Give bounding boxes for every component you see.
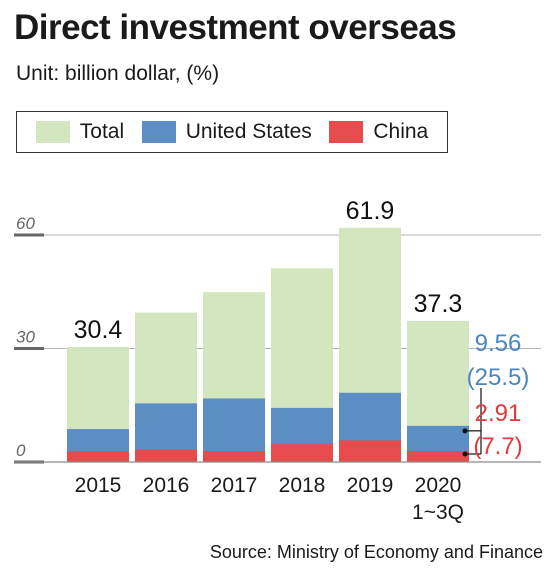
data-label-total: 37.3 (414, 290, 463, 318)
data-label-total: 30.4 (74, 316, 123, 344)
bar-china (407, 450, 469, 462)
x-tick-label: 1~3Q (412, 501, 464, 524)
y-tick-label: 60 (16, 214, 35, 233)
y-tick-label: 30 (16, 328, 35, 347)
legend-item-united-states: United States (141, 120, 312, 144)
legend-swatch-total (35, 121, 70, 143)
bar-china (271, 444, 333, 462)
bar-china (203, 451, 265, 462)
legend: Total United States China (16, 111, 448, 153)
x-tick-label: 2017 (211, 474, 258, 497)
y-tick-label: 0 (16, 441, 26, 460)
chart-title: Direct investment overseas (14, 8, 457, 47)
legend-item-total: Total (35, 120, 125, 144)
x-tick-label: 2016 (143, 474, 190, 497)
bar-china (135, 449, 197, 462)
x-tick-label: 2020 (415, 474, 462, 497)
legend-label-china: China (373, 120, 429, 143)
legend-swatch-united-states (141, 121, 176, 143)
x-tick-label: 2019 (347, 474, 394, 497)
annotation-united-states-label: (25.5) (467, 364, 530, 391)
legend-label-total: Total (79, 120, 125, 143)
x-tick-label: 2015 (75, 474, 122, 497)
bar-china (339, 440, 401, 462)
legend-swatch-china (329, 121, 364, 143)
bar-china (67, 451, 129, 462)
annotation-china-label: 2.91 (475, 400, 522, 427)
annotation-china-label: (7.7) (473, 433, 522, 460)
annotation-united-states-label: 9.56 (475, 330, 522, 357)
legend-item-china: China (329, 120, 428, 144)
data-label-total: 61.9 (346, 197, 395, 225)
unit-subtitle: Unit: billion dollar, (%) (16, 62, 220, 85)
x-tick-label: 2018 (279, 474, 326, 497)
source-note: Source: Ministry of Economy and Finance (209, 542, 543, 562)
legend-label-united-states: United States (185, 120, 312, 143)
